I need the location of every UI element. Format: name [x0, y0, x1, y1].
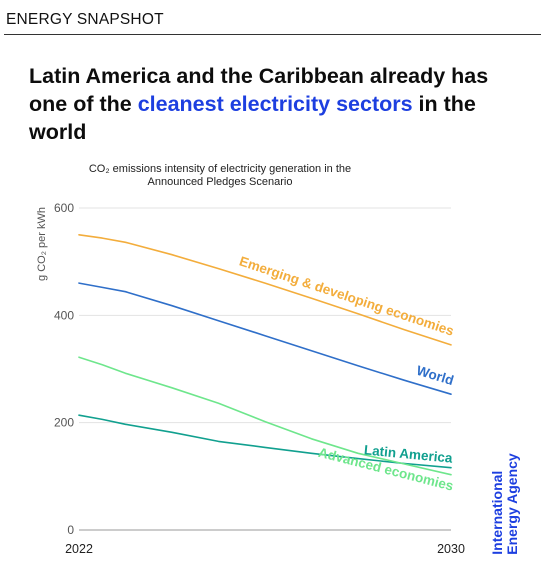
iea-logo: International Energy Agency: [489, 453, 520, 555]
chart-title-line-1: CO₂ emissions intensity of electricity g…: [88, 163, 352, 175]
headline-part-2: in the world: [29, 92, 476, 144]
series-line-world: [78, 282, 452, 395]
chart-title-line-2: Announced Pledges Scenario: [147, 176, 293, 188]
chart-title: CO₂ emissions intensity of electricity g…: [60, 163, 380, 189]
headline: Latin America and the Caribbean already …: [29, 62, 509, 146]
y-tick-label-600: 600: [54, 201, 74, 215]
y-tick-label-0: 0: [67, 523, 74, 537]
y-tick-label-400: 400: [54, 308, 74, 322]
header-divider: [4, 34, 541, 35]
series-line-emerging-developing-economies: [78, 234, 452, 346]
x-tick-label-end: 2030: [437, 542, 465, 556]
series-label-emerging-developing-economies: Emerging & developing economies: [237, 254, 455, 339]
y-tick-label-200: 200: [54, 416, 74, 430]
series-line-advanced-economies: [78, 356, 452, 476]
series-label-world: World: [415, 363, 456, 388]
brand-line-2: Energy Agency: [504, 453, 520, 555]
section-header: ENERGY SNAPSHOT: [6, 11, 164, 28]
series-line-latin-america: [78, 414, 452, 469]
headline-part-1: Latin America and the Caribbean already …: [29, 64, 489, 116]
x-tick-label-start: 2022: [65, 542, 93, 556]
headline-highlight: cleanest electricity sectors: [137, 92, 413, 116]
brand-line-1: International: [489, 470, 505, 555]
